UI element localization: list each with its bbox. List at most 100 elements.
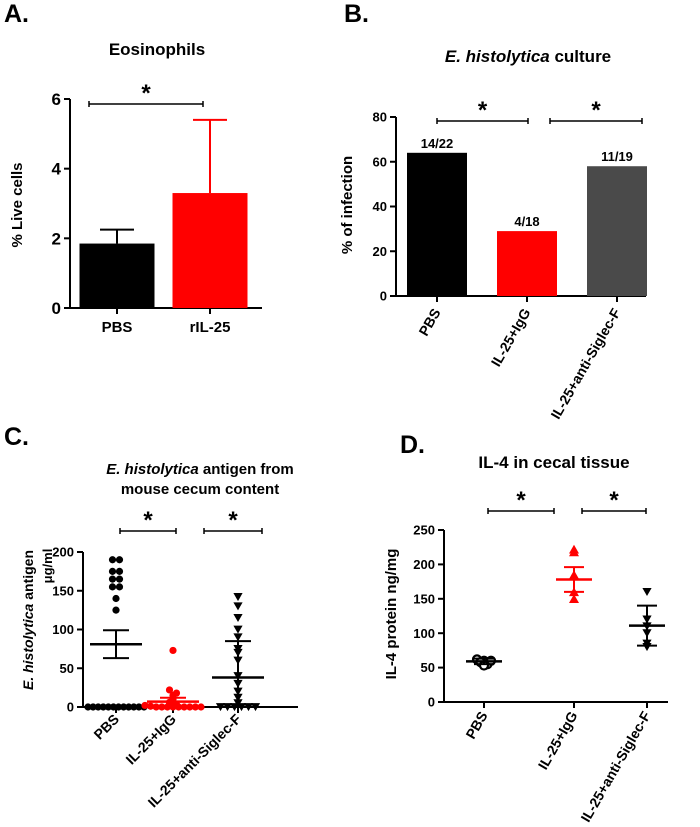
bar [172, 193, 248, 308]
panel-c: C. E. histolytica antigen from mouse cec… [4, 423, 298, 810]
significance-star: * [141, 80, 151, 107]
y-tick-label: 250 [413, 523, 435, 538]
panel-c-ylabel-italic: E. histolytica [20, 603, 36, 690]
bar [407, 152, 467, 296]
bar [497, 231, 557, 296]
bar [587, 166, 647, 296]
significance-star: * [478, 97, 488, 124]
data-point [169, 646, 177, 655]
data-label: 11/19 [601, 149, 633, 164]
data-point [108, 575, 117, 583]
y-tick-label: 150 [52, 583, 74, 598]
data-point [186, 703, 194, 711]
data-point [84, 703, 92, 711]
panel-a-ylabel: % Live cells [9, 162, 26, 247]
data-point [191, 703, 199, 711]
data-point [104, 703, 112, 711]
y-tick-label: 100 [413, 626, 435, 641]
category-label: IL-25+anti-Siglec-F [577, 708, 654, 825]
data-point [642, 588, 652, 597]
y-tick-label: 60 [373, 154, 387, 169]
panel-d: D. IL-4 in cecal tissue IL-4 protein ng/… [383, 431, 668, 825]
y-tick-label: 20 [373, 244, 387, 259]
data-point [569, 547, 579, 557]
y-tick-label: 150 [413, 591, 435, 606]
data-point [125, 703, 133, 711]
y-tick-label: 100 [52, 622, 74, 637]
panel-d-title: IL-4 in cecal tissue [478, 453, 629, 472]
panel-a-title: Eosinophils [109, 40, 205, 59]
data-point [250, 703, 261, 712]
panel-b-title: E. histolytica culture [445, 47, 611, 66]
bar [79, 243, 155, 308]
category-label: PBS [462, 709, 490, 742]
data-point [233, 593, 243, 602]
data-point [215, 703, 226, 712]
data-label: 14/22 [421, 136, 454, 151]
y-tick-label: 50 [421, 660, 435, 675]
panel-b-ylabel: % of infection [339, 156, 356, 254]
panel-c-title-line2: mouse cecum content [121, 481, 279, 498]
panel-c-ylabel-units: μg/ml [40, 549, 55, 584]
significance-star: * [591, 97, 601, 124]
panel-d-ylabel: IL-4 protein ng/mg [383, 549, 400, 680]
y-tick-label: 0 [428, 695, 435, 710]
data-point [108, 567, 117, 575]
data-point [114, 703, 123, 711]
panel-c-ylabel-rest: antigen [20, 550, 36, 604]
data-point [115, 575, 124, 583]
data-point [233, 602, 243, 611]
significance-star: * [609, 487, 619, 514]
y-tick-label: 50 [60, 661, 74, 676]
y-tick-label: 80 [373, 110, 387, 125]
panel-c-ylabel: E. histolytica antigen [20, 550, 36, 690]
data-point [109, 703, 118, 711]
data-point [120, 703, 128, 711]
y-tick-label: 200 [413, 557, 435, 572]
panel-b-title-italic: E. histolytica [445, 47, 550, 66]
panel-d-label: D. [400, 431, 425, 459]
category-label: PBS [90, 711, 122, 743]
category-label: rIL-25 [190, 319, 231, 336]
data-point [108, 583, 117, 591]
y-tick-label: 2 [52, 229, 61, 248]
data-point [115, 556, 124, 564]
data-point [115, 567, 124, 575]
panel-c-label: C. [4, 423, 29, 451]
y-tick-label: 200 [52, 545, 74, 560]
panel-c-title: E. histolytica antigen from [106, 461, 294, 478]
data-point [141, 701, 149, 710]
category-label: PBS [102, 319, 133, 336]
data-point [108, 556, 117, 564]
data-point [99, 703, 107, 711]
data-label: 4/18 [514, 214, 539, 229]
data-point [197, 703, 205, 711]
data-point [165, 686, 174, 694]
panel-c-title-italic: E. histolytica [106, 461, 199, 478]
data-point [152, 703, 160, 711]
data-point [115, 583, 124, 591]
panel-a: A. Eosinophils % Live cells 0 2 4 6 PBS rIL-… [4, 0, 262, 336]
y-tick-label: 0 [380, 289, 387, 304]
y-tick-label: 40 [373, 199, 387, 214]
panel-b: B. E. histolytica culture % of infection… [339, 0, 647, 422]
data-point [112, 606, 120, 614]
y-tick-label: 4 [52, 160, 62, 179]
panel-a-label: A. [4, 0, 29, 28]
data-point [89, 703, 97, 711]
category-label: IL-25+IgG [535, 708, 581, 772]
category-label: IL-25+IgG [488, 305, 534, 369]
data-point [233, 633, 243, 642]
significance-star: * [143, 507, 153, 534]
data-point [94, 703, 102, 711]
data-point [112, 594, 120, 603]
data-point [147, 702, 155, 710]
panel-c-title-rest: antigen from [199, 461, 294, 478]
significance-star: * [516, 487, 526, 514]
category-label: PBS [415, 306, 443, 339]
data-point [135, 703, 143, 711]
y-tick-label: 6 [52, 90, 61, 109]
category-label: IL-25+IgG [122, 711, 179, 768]
y-tick-label: 0 [67, 700, 74, 715]
